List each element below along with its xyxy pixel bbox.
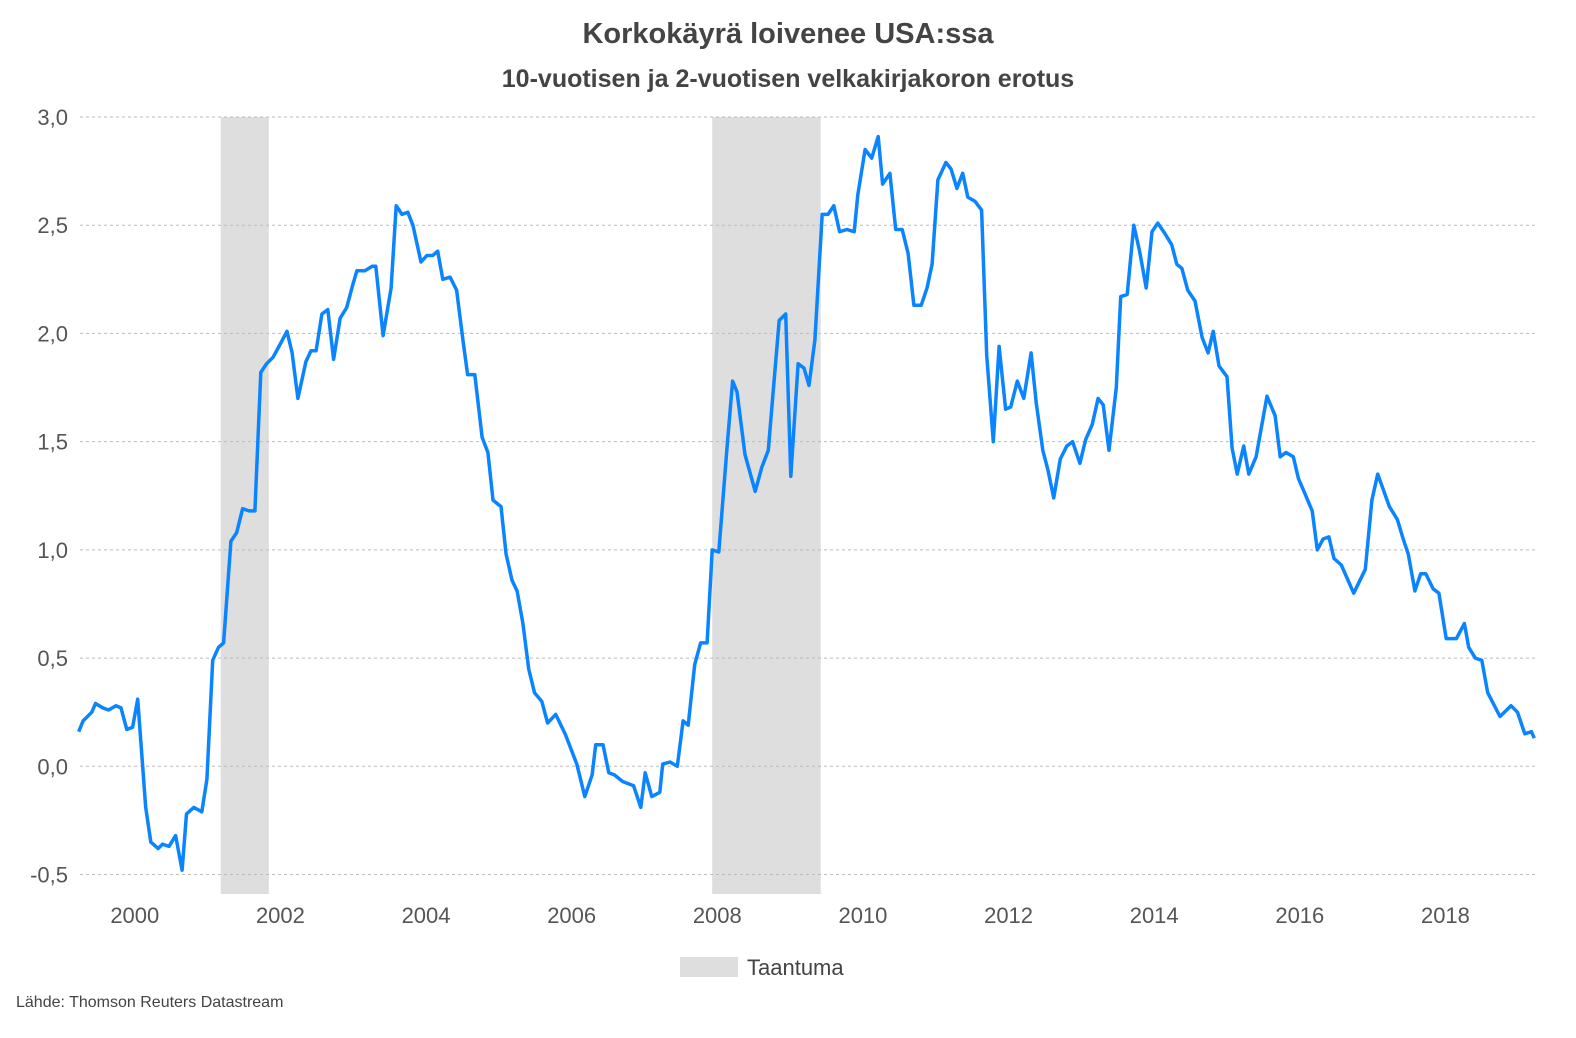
y-tick-label: 2,0 (37, 321, 68, 346)
x-tick-label: 2006 (547, 903, 596, 928)
y-tick-label: 1,5 (37, 430, 68, 455)
legend-label-recession: Taantuma (747, 955, 844, 980)
x-tick-label: 2018 (1421, 903, 1470, 928)
recession-band (712, 117, 821, 894)
series-line (77, 134, 1536, 872)
x-tick-label: 2000 (110, 903, 159, 928)
x-tick-label: 2014 (1130, 903, 1179, 928)
y-tick-label: 0,5 (37, 646, 68, 671)
chart-subtitle: 10-vuotisen ja 2-vuotisen velkakirjakoro… (501, 65, 1075, 93)
x-tick-label: 2004 (402, 903, 451, 928)
x-tick-label: 2008 (693, 903, 742, 928)
legend-swatch-recession (680, 957, 738, 977)
legend: Taantuma (680, 955, 844, 980)
x-tick-label: 2012 (984, 903, 1033, 928)
source-note: Lähde: Thomson Reuters Datastream (16, 994, 284, 1011)
x-axis-ticks: 2000 2002 2004 2006 2008 2010 2012 2014 2016 2018 (110, 903, 1470, 928)
y-tick-label: -0,5 (30, 863, 68, 888)
x-tick-label: 2010 (838, 903, 887, 928)
recession-bands (220, 117, 821, 894)
y-tick-label: 3,0 (37, 105, 68, 130)
y-tick-label: 0,0 (37, 754, 68, 779)
x-tick-label: 2002 (256, 903, 305, 928)
x-tick-label: 2016 (1275, 903, 1324, 928)
recession-band (220, 117, 269, 894)
y-tick-label: 2,5 (37, 213, 68, 238)
chart-title: Korkokäyrä loivenee USA:ssa (582, 18, 994, 50)
gridlines (80, 116, 1535, 876)
y-axis-ticks: 3,0 2,5 2,0 1,5 1,0 0,5 0,0 -0,5 (30, 105, 68, 888)
y-tick-label: 1,0 (37, 538, 68, 563)
